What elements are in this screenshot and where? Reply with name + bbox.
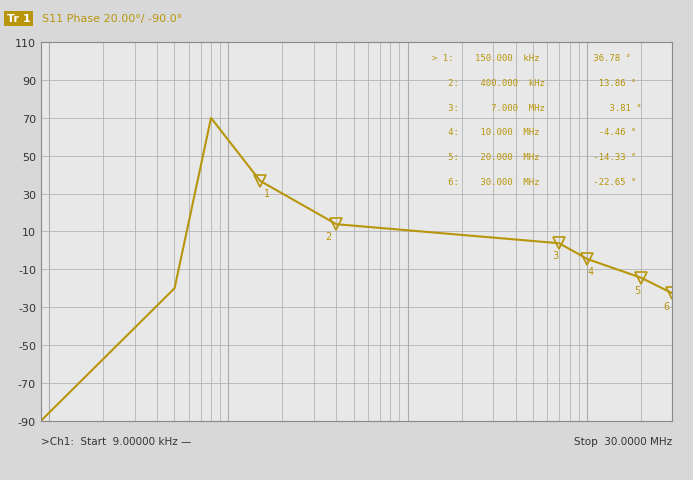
Text: Tr 1: Tr 1 [7,14,30,24]
Text: 3: 3 [552,251,559,261]
Text: > 1:    150.000  kHz          36.78 °: > 1: 150.000 kHz 36.78 ° [432,54,631,63]
Text: 1: 1 [264,189,270,199]
Text: 4:    10.000  MHz           -4.46 °: 4: 10.000 MHz -4.46 ° [432,128,637,137]
Text: 4: 4 [588,266,594,276]
Text: >Ch1:  Start  9.00000 kHz —: >Ch1: Start 9.00000 kHz — [41,436,191,446]
Text: 5: 5 [634,285,640,295]
Text: 2: 2 [325,232,331,242]
Text: Stop  30.0000 MHz: Stop 30.0000 MHz [574,436,672,446]
Text: 2:    400.000  kHz          13.86 °: 2: 400.000 kHz 13.86 ° [432,79,637,88]
Text: 3:      7.000  MHz            3.81 °: 3: 7.000 MHz 3.81 ° [432,104,642,112]
Text: 6:    30.000  MHz          -22.65 °: 6: 30.000 MHz -22.65 ° [432,177,637,186]
Text: S11 Phase 20.00°/ -90.0°: S11 Phase 20.00°/ -90.0° [42,14,182,24]
Text: 5:    20.000  MHz          -14.33 °: 5: 20.000 MHz -14.33 ° [432,153,637,162]
Text: 6: 6 [663,301,669,311]
